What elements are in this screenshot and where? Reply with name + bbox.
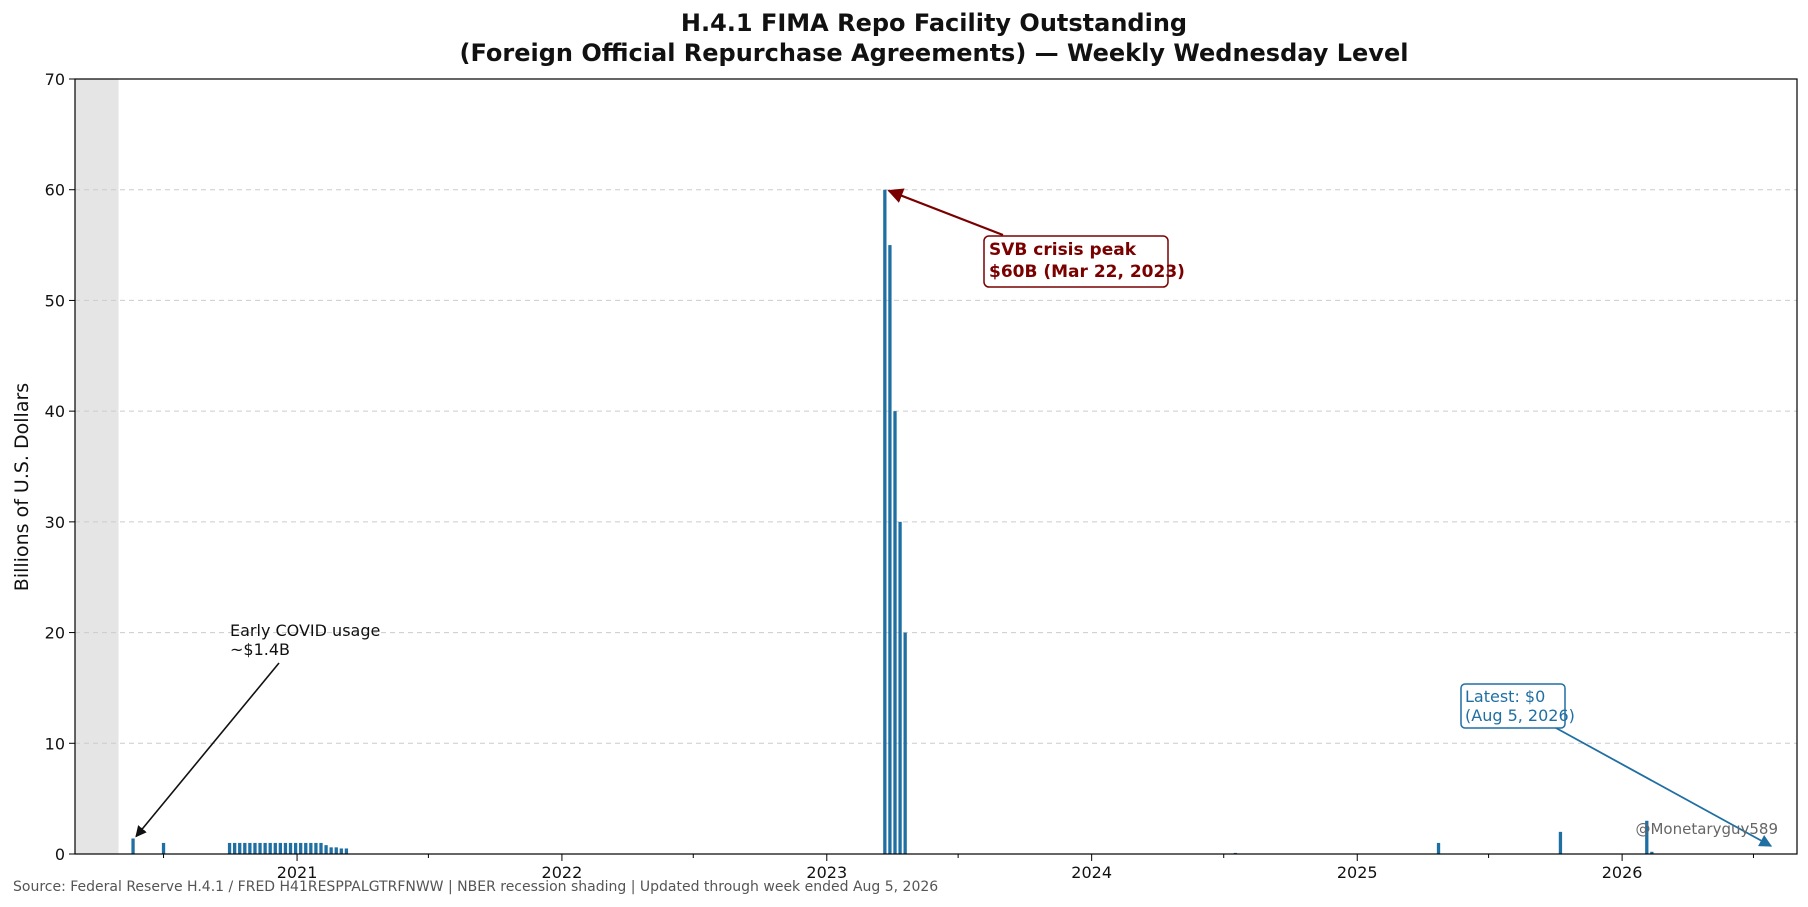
gridlines (75, 189, 1797, 744)
bar (227, 842, 232, 854)
annotations-layer: Early COVID usage ~$1.4B SVB crisis peak $6… (135, 188, 1773, 847)
y-tick-label: 40 (45, 402, 65, 421)
bar (253, 842, 257, 854)
bar (288, 842, 293, 854)
bar (278, 842, 283, 854)
bar (1558, 831, 1563, 854)
bar (1436, 842, 1441, 854)
y-tick-label: 70 (45, 70, 65, 89)
x-tick-label: 2023 (806, 863, 847, 882)
bar (248, 842, 252, 854)
bar (293, 842, 298, 854)
bar (238, 842, 242, 854)
recession-band (75, 79, 119, 854)
y-tick-label: 30 (45, 513, 65, 532)
chart-subtitle: (Foreign Official Repurchase Agreements)… (460, 39, 1409, 67)
bar (131, 838, 135, 854)
y-tick-label: 60 (45, 181, 65, 200)
x-tick-label: 2024 (1071, 863, 1112, 882)
x-tick-label: 2026 (1602, 863, 1643, 882)
bar (329, 847, 333, 854)
y-tick-label: 20 (45, 624, 65, 643)
bar (893, 411, 897, 854)
source-note: Source: Federal Reserve H.4.1 / FRED H41… (13, 879, 938, 895)
axes: 0 10 20 30 40 50 60 70 2021 2022 2023 2024 2025 2026 (45, 70, 1798, 882)
bar (309, 842, 313, 854)
y-tick-label: 50 (45, 291, 65, 310)
peak-arrow (887, 188, 1004, 237)
peak-annotation-text: SVB crisis peak $60B (Mar 22, 2023) (989, 240, 1185, 282)
bar (1645, 820, 1649, 854)
bar (883, 189, 887, 854)
bar (268, 842, 272, 854)
bar (903, 632, 907, 854)
watermark: @Monetaryguy589 (1635, 820, 1778, 838)
latest-annotation-text: Latest: $0 (Aug 5, 2026) (1465, 687, 1575, 725)
recession-shading-layer (75, 79, 119, 854)
x-tick-label: 2022 (542, 863, 583, 882)
bar (283, 842, 288, 854)
bar (263, 842, 267, 854)
x-tick-label: 2021 (277, 863, 318, 882)
y-tick-label: 10 (45, 734, 65, 753)
bar (273, 842, 277, 854)
x-tick-label: 2025 (1337, 863, 1378, 882)
bar (161, 842, 166, 854)
bar (258, 842, 262, 854)
plot-frame (74, 78, 1798, 855)
peak-annotation-box (983, 235, 1169, 288)
chart-title: H.4.1 FIMA Repo Facility Outstanding (681, 9, 1187, 37)
bar (344, 848, 349, 854)
bar (1650, 851, 1654, 854)
bar (304, 842, 308, 854)
bar (232, 842, 237, 854)
covid-arrow (135, 662, 280, 838)
bar (339, 848, 343, 854)
latest-annotation-box (1460, 683, 1566, 729)
bar (243, 842, 247, 854)
bar (314, 842, 318, 854)
latest-arrow (1555, 727, 1773, 847)
covid-annotation-text: Early COVID usage ~$1.4B (230, 621, 380, 659)
bar (319, 842, 323, 854)
bar (334, 847, 338, 854)
bar (299, 842, 303, 854)
y-tick-label: 0 (55, 845, 65, 864)
y-axis-label: Billions of U.S. Dollars (11, 383, 33, 591)
bar (324, 845, 328, 854)
bar (898, 521, 902, 854)
bar (888, 245, 892, 855)
